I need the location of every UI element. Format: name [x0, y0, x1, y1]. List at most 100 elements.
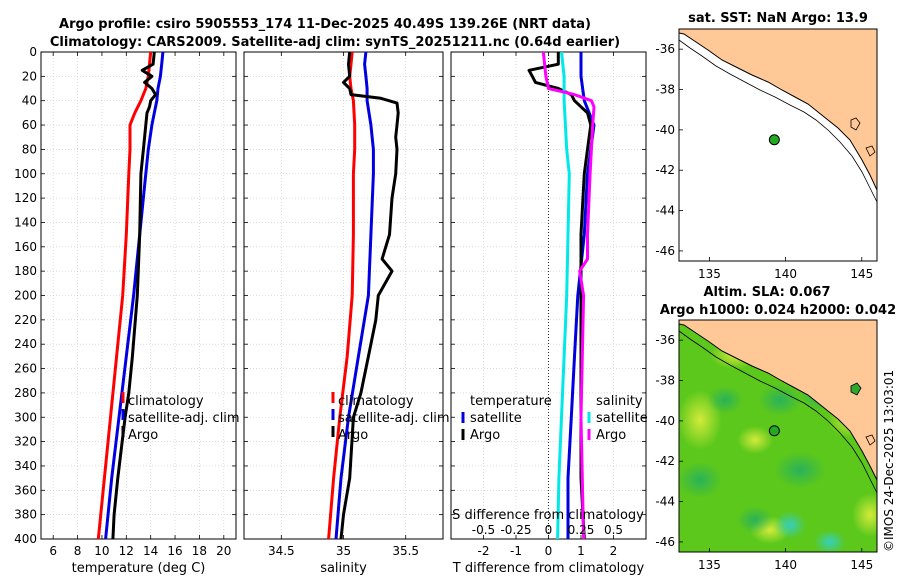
map-y-tick-label: -38: [655, 374, 675, 388]
legend-label: Argo: [596, 428, 626, 443]
salinity-diff-tick-label: 0.5: [604, 523, 623, 537]
difference-panel: -2 -1 0 1 2 T difference from climatology temp…: [450, 51, 648, 576]
legend-title-salinity: salinity: [596, 394, 643, 409]
x-tick-label: -2: [478, 544, 490, 558]
legend-label: Argo: [470, 428, 500, 443]
y-tick-label: 100: [14, 167, 37, 181]
y-tick-label: 380: [14, 508, 37, 522]
y-tick-label: 180: [14, 264, 37, 278]
y-tick-label: 240: [14, 337, 37, 351]
x-tick-label: 10: [94, 544, 109, 558]
sla-shelf-contour: [679, 330, 877, 494]
salinity-diff-axis-label: S difference from climatology: [452, 508, 644, 523]
x-tick-label: 2: [610, 544, 618, 558]
map-y-tick-label: -42: [655, 454, 675, 468]
salinity-diff-tick-label: -0.25: [500, 523, 531, 537]
imos-timestamp: ©IMOS 24-Dec-2025 13:03:01: [882, 370, 896, 552]
series-line-climatology: [96, 51, 153, 540]
legend-label: satellite-adj. clim: [128, 411, 240, 426]
legend-label: satellite: [596, 411, 648, 426]
y-tick-label: 340: [14, 459, 37, 473]
map-y-tick-label: -36: [655, 42, 675, 56]
map-y-tick-label: -42: [655, 163, 675, 177]
sst-shelf-contour: [679, 39, 877, 203]
series-line-salinity-argo: [541, 51, 596, 540]
x-tick-label: 12: [119, 544, 134, 558]
sst-island-1: [850, 117, 861, 131]
title-line-1: Argo profile: csiro 5905553_174 11-Dec-2…: [59, 17, 591, 32]
y-tick-label: 140: [14, 215, 37, 229]
map-y-tick-label: -40: [655, 414, 675, 428]
title-line-2: Climatology: CARS2009. Satellite-adj cli…: [50, 35, 620, 50]
sla-map-title-1: Altim. SLA: 0.067: [704, 285, 831, 300]
y-tick-label: 60: [22, 118, 37, 132]
x-tick-label: 35: [336, 544, 351, 558]
sst-map-frame: [678, 28, 878, 262]
map-x-tick-label: 135: [698, 267, 721, 281]
y-tick-label: 280: [14, 386, 37, 400]
map-x-tick-label: 135: [698, 558, 721, 572]
legend-label: Argo: [338, 428, 368, 443]
series-line-satellite-adj-clim: [334, 51, 375, 540]
map-x-tick-label: 145: [850, 267, 873, 281]
x-tick-label: 20: [216, 544, 231, 558]
legend-label: Argo: [128, 428, 158, 443]
series-line-salinity-satellite: [556, 51, 571, 540]
y-tick-label: 160: [14, 240, 37, 254]
sla-mainland: [679, 320, 877, 481]
series-line-climatology: [327, 51, 357, 540]
sla-map: Altim. SLA: 0.067 Argo h1000: 0.024 h200…: [655, 285, 896, 572]
series-line-argo: [111, 51, 158, 540]
sst-map-axes: 135 140 145 -36 -38 -40 -42 -44 -46: [655, 42, 873, 281]
x-tick-label: 16: [167, 544, 182, 558]
y-tick-label: 400: [14, 532, 37, 546]
series-line-argo: [339, 51, 400, 540]
y-tick-label: 260: [14, 362, 37, 376]
x-tick-label: -1: [510, 544, 522, 558]
map-x-tick-label: 145: [850, 558, 873, 572]
x-tick-label: 18: [192, 544, 207, 558]
map-y-tick-label: -46: [655, 535, 675, 549]
y-tick-label: 0: [29, 45, 37, 59]
y-tick-label: 220: [14, 313, 37, 327]
y-tick-label: 320: [14, 435, 37, 449]
salinity-diff-tick-label: -0.5: [472, 523, 495, 537]
y-tick-label: 20: [22, 69, 37, 83]
legend-title-temperature: temperature: [470, 394, 552, 409]
salinity-diff-tick-label: 0: [545, 523, 553, 537]
legend-label: satellite-adj. clim: [338, 411, 450, 426]
x-tick-label: 0: [545, 544, 553, 558]
y-tick-label: 120: [14, 191, 37, 205]
map-x-tick-label: 140: [774, 558, 797, 572]
sla-map-axes: 135 140 145 -36 -38 -40 -42 -44 -46: [655, 333, 873, 572]
map-x-tick-label: 140: [774, 267, 797, 281]
x-tick-label: 34.5: [268, 544, 295, 558]
map-y-tick-label: -46: [655, 244, 675, 258]
y-tick-label: 200: [14, 289, 37, 303]
x-axis-label: T difference from climatology: [452, 561, 645, 576]
map-y-tick-label: -44: [655, 204, 675, 218]
x-tick-label: 8: [74, 544, 82, 558]
map-y-tick-label: -36: [655, 333, 675, 347]
sst-map: sat. SST: NaN Argo: 13.9 135 140 145 -36 -38…: [655, 11, 878, 281]
y-tick-label: 300: [14, 410, 37, 424]
map-y-tick-label: -44: [655, 495, 675, 509]
sla-island-2: [865, 434, 876, 446]
x-tick-label: 6: [49, 544, 57, 558]
y-tick-label: 80: [22, 142, 37, 156]
x-axis-label: temperature (deg C): [72, 561, 206, 576]
temperature-panel: 0 20 40 60 80 100 120 140 160 180 200 220 240 260 280 3…: [14, 45, 240, 576]
x-tick-label: 35.5: [392, 544, 419, 558]
sst-island-2: [865, 145, 876, 157]
salinity-diff-tick-label: 0.25: [568, 523, 595, 537]
sla-island-1: [850, 382, 862, 396]
legend-label: climatology: [338, 394, 414, 409]
sla-map-title-2: Argo h1000: 0.024 h2000: 0.042: [660, 303, 896, 318]
series-line-satellite-adj-clim: [104, 51, 165, 540]
sla-anomaly-field: [679, 320, 877, 552]
sst-mainland: [679, 29, 877, 191]
y-tick-label: 40: [22, 94, 37, 108]
map-y-tick-label: -40: [655, 123, 675, 137]
legend-label: satellite: [470, 411, 522, 426]
